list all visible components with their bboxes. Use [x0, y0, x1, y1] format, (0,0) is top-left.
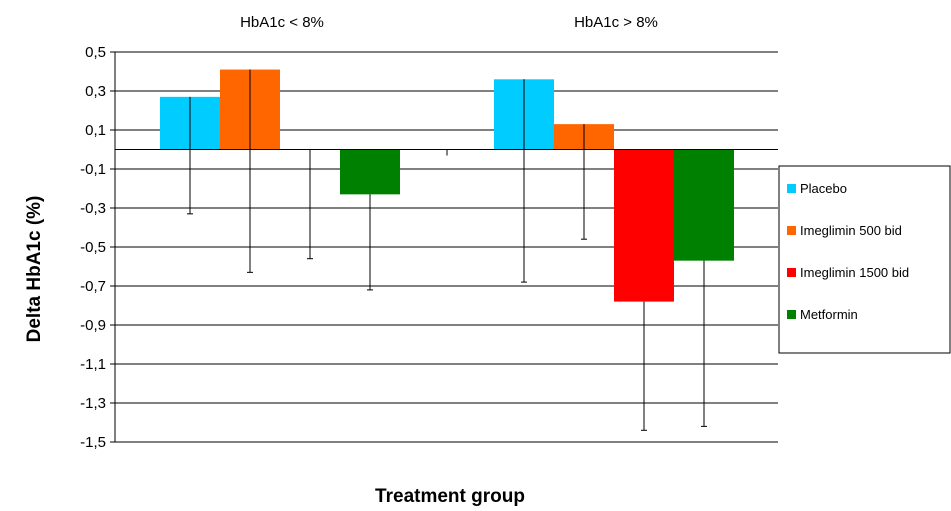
y-tick-label: -0,9 [80, 317, 106, 334]
y-tick-label: -0,5 [80, 239, 106, 256]
y-tick-labels: 0,5 0,3 0,1 -0,1 -0,3 -0,5 -0,7 -0,9 -1,1 -1,3 -1,… [80, 44, 106, 451]
legend-swatch [787, 226, 796, 235]
legend-swatch [787, 184, 796, 193]
legend: Placebo Imeglimin 500 bid Imeglimin 1500 b… [778, 165, 951, 354]
legend-swatch [787, 310, 796, 319]
y-tick-label: 0,3 [85, 83, 106, 100]
y-tick-label: -0,1 [80, 161, 106, 178]
category-label: HbA1c < 8% [240, 14, 324, 31]
bar [674, 149, 734, 261]
bar [340, 149, 400, 195]
y-tick-label: 0,1 [85, 122, 106, 139]
y-tick-label: -0,3 [80, 200, 106, 217]
legend-label: Placebo [800, 181, 847, 196]
legend-swatch [787, 268, 796, 277]
y-tick-label: 0,5 [85, 44, 106, 61]
bars [160, 69, 734, 302]
legend-label: Imeglimin 500 bid [800, 223, 902, 238]
error-bars [187, 69, 707, 431]
x-axis-title: Treatment group [375, 486, 525, 507]
y-axis-title: Delta HbA1c (%) [24, 196, 45, 343]
category-label: HbA1c > 8% [574, 14, 658, 31]
legend-label: Imeglimin 1500 bid [800, 265, 909, 280]
y-tick-label: -1,3 [80, 395, 106, 412]
y-tick-label: -0,7 [80, 278, 106, 295]
legend-label: Metformin [800, 307, 858, 322]
bar [614, 149, 674, 302]
y-tick-label: -1,1 [80, 356, 106, 373]
legend-box [778, 165, 951, 354]
y-tick-label: -1,5 [80, 434, 106, 451]
category-labels: HbA1c < 8% HbA1c > 8% [240, 14, 658, 31]
